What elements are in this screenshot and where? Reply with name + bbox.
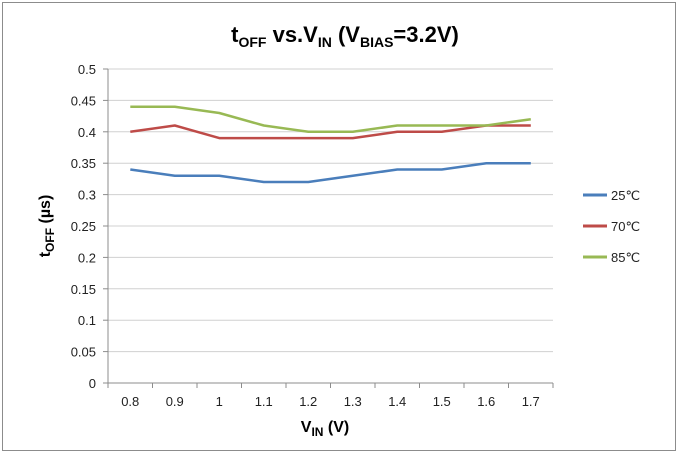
x-tick-label: 1.1 — [255, 394, 273, 409]
y-tick-label: 0.05 — [71, 345, 96, 360]
y-tick-label: 0.4 — [78, 125, 96, 140]
title-vs: vs.V — [266, 22, 318, 47]
x-tick-labels: 0.8 0.9 1 1.1 1.2 1.3 1.4 1.5 1.6 1.7 — [121, 394, 540, 409]
y-tick-label: 0.45 — [71, 93, 96, 108]
xlabel-unit: (V) — [323, 419, 349, 436]
legend-label: 70℃ — [611, 219, 640, 234]
x-tick-label: 1.7 — [522, 394, 540, 409]
y-tick-label: 0.5 — [78, 62, 96, 77]
x-tick-label: 1.3 — [344, 394, 362, 409]
legend-label: 25℃ — [611, 188, 640, 203]
axes — [103, 68, 554, 388]
legend: 25℃ 70℃ 85℃ — [583, 188, 640, 265]
y-tick-label: 0.3 — [78, 188, 96, 203]
ylabel-t: t — [37, 251, 54, 257]
y-tick-label: 0.2 — [78, 250, 96, 265]
y-axis-title: tOFF (µs) — [37, 195, 57, 258]
gridlines — [108, 68, 553, 353]
title-t: t — [231, 22, 239, 47]
y-tick-label: 0 — [89, 376, 96, 391]
title-off-subscript: OFF — [238, 34, 266, 50]
title-paren-open: (V — [332, 22, 360, 47]
x-tick-label: 1 — [216, 394, 223, 409]
title-paren-close: =3.2V) — [393, 22, 458, 47]
y-tick-labels: 0 0.05 0.1 0.15 0.2 0.25 0.3 0.35 0.4 0.45 0.5 — [71, 62, 96, 391]
ylabel-unit: (µs) — [37, 195, 54, 228]
series-line — [130, 105, 531, 134]
y-tick-label: 0.1 — [78, 313, 96, 328]
ylabel-off-subscript: OFF — [43, 228, 57, 252]
series-lines — [130, 105, 531, 184]
y-tick-label: 0.15 — [71, 282, 96, 297]
y-tick-label: 0.25 — [71, 219, 96, 234]
xlabel-v: V — [301, 419, 312, 436]
x-tick-label: 0.8 — [121, 394, 139, 409]
series-line — [130, 124, 531, 140]
x-tick-label: 1.2 — [299, 394, 317, 409]
x-tick-label: 1.5 — [433, 394, 451, 409]
series-line — [130, 161, 531, 184]
chart-title: tOFF vs.VIN (VBIAS=3.2V) — [231, 22, 459, 50]
xlabel-in-subscript: IN — [311, 425, 323, 439]
x-axis-title: VIN (V) — [301, 419, 349, 439]
title-in-subscript: IN — [318, 34, 332, 50]
x-tick-label: 0.9 — [166, 394, 184, 409]
x-tick-label: 1.6 — [477, 394, 495, 409]
y-tick-label: 0.35 — [71, 156, 96, 171]
title-bias-subscript: BIAS — [360, 34, 393, 50]
x-tick-label: 1.4 — [388, 394, 406, 409]
legend-label: 85℃ — [611, 250, 640, 265]
